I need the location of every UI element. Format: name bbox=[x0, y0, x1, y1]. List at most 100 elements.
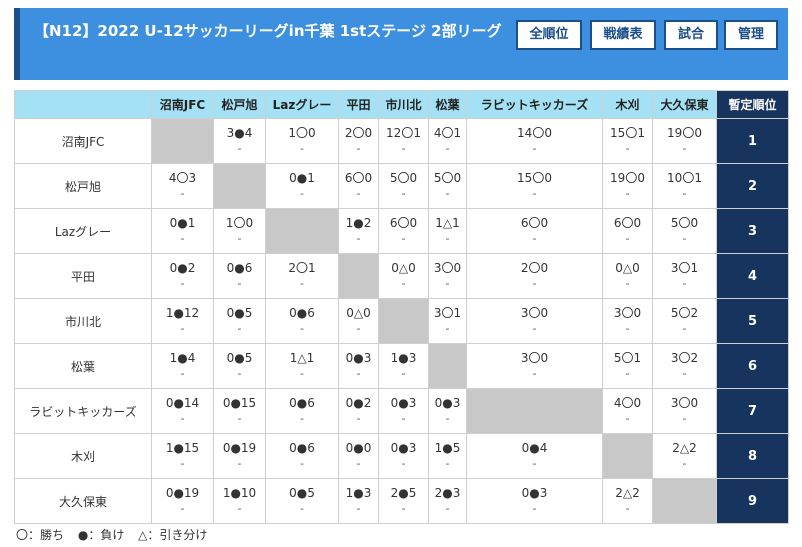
match-result-cell[interactable]: 1〇0 - bbox=[213, 208, 266, 254]
match-result-cell[interactable]: 0●0 - bbox=[338, 433, 379, 479]
match-result-cell[interactable]: 1●5 - bbox=[428, 433, 467, 479]
match-result-cell[interactable]: 3〇0 - bbox=[602, 298, 653, 344]
match-result-cell[interactable]: 0●6 - bbox=[213, 253, 266, 299]
match-score: 3〇0 bbox=[670, 396, 699, 410]
match-result-cell[interactable]: 0●6 - bbox=[265, 298, 339, 344]
match-detail: - bbox=[401, 277, 406, 290]
results-table-button[interactable]: 戦績表 bbox=[590, 20, 656, 50]
match-result-cell[interactable]: 0●2 - bbox=[338, 388, 379, 434]
match-result-cell[interactable]: 0●6 - bbox=[265, 388, 339, 434]
match-result-cell[interactable]: 0△0 - bbox=[378, 253, 429, 299]
match-result-cell[interactable]: 0●5 - bbox=[213, 343, 266, 389]
manage-button[interactable]: 管理 bbox=[724, 20, 778, 50]
match-result-cell[interactable]: 12〇1 - bbox=[378, 118, 429, 164]
match-score: 3〇0 bbox=[520, 351, 549, 365]
match-detail: - bbox=[532, 367, 537, 380]
match-result-cell[interactable]: 0●3 - bbox=[378, 433, 429, 479]
match-result-cell[interactable]: 1●3 - bbox=[338, 478, 379, 524]
match-result-cell[interactable]: 4〇0 - bbox=[602, 388, 653, 434]
team-name: 松戸旭 bbox=[14, 163, 152, 209]
match-detail: - bbox=[401, 457, 406, 470]
match-result-cell[interactable]: 0●19 - bbox=[213, 433, 266, 479]
match-score: 6〇0 bbox=[344, 171, 373, 185]
match-result-cell[interactable]: 2〇0 - bbox=[466, 253, 603, 299]
match-result-cell[interactable]: 2△2 - bbox=[652, 433, 717, 479]
match-detail: - bbox=[356, 322, 361, 335]
match-detail: - bbox=[532, 277, 537, 290]
match-result-cell[interactable]: 5〇1 - bbox=[602, 343, 653, 389]
match-result-cell[interactable]: 0●1 - bbox=[151, 208, 214, 254]
match-result-cell[interactable]: 1△1 - bbox=[428, 208, 467, 254]
match-result-cell[interactable]: 0△0 - bbox=[338, 298, 379, 344]
match-result-cell[interactable]: 2●5 - bbox=[378, 478, 429, 524]
match-detail: - bbox=[445, 457, 450, 470]
match-result-cell[interactable]: 3〇2 - bbox=[652, 343, 717, 389]
team-name: 松葉 bbox=[14, 343, 152, 389]
match-result-cell[interactable]: 0●4 - bbox=[466, 433, 603, 479]
match-result-cell[interactable]: 4〇1 - bbox=[428, 118, 467, 164]
match-result-cell[interactable]: 1●2 - bbox=[338, 208, 379, 254]
match-result-cell[interactable]: 0●5 - bbox=[265, 478, 339, 524]
match-result-cell[interactable]: 19〇0 - bbox=[652, 118, 717, 164]
matches-button[interactable]: 試合 bbox=[664, 20, 718, 50]
match-result-cell[interactable]: 5〇0 - bbox=[652, 208, 717, 254]
match-result-cell[interactable]: 0●3 - bbox=[428, 388, 467, 434]
legend: 〇：勝ち ●：負け △：引き分け bbox=[16, 526, 217, 543]
match-result-cell[interactable]: 15〇1 - bbox=[602, 118, 653, 164]
match-score: 1●2 bbox=[345, 216, 372, 230]
match-result-cell[interactable]: 2〇0 - bbox=[338, 118, 379, 164]
match-result-cell[interactable]: 0●6 - bbox=[265, 433, 339, 479]
match-detail: - bbox=[300, 142, 304, 155]
match-result-cell[interactable]: 6〇0 - bbox=[378, 208, 429, 254]
match-result-cell[interactable]: 0●14 - bbox=[151, 388, 214, 434]
match-result-cell[interactable]: 3〇0 - bbox=[466, 343, 603, 389]
match-result-cell[interactable]: 5〇2 - bbox=[652, 298, 717, 344]
match-result-cell[interactable]: 3●4 - bbox=[213, 118, 266, 164]
match-score: 1△1 bbox=[289, 351, 315, 365]
match-score: 6〇0 bbox=[389, 216, 418, 230]
match-result-cell[interactable]: 4〇3 - bbox=[151, 163, 214, 209]
match-result-cell[interactable]: 3〇0 - bbox=[428, 253, 467, 299]
match-result-cell[interactable]: 1●12 - bbox=[151, 298, 214, 344]
match-result-cell[interactable]: 0△0 - bbox=[602, 253, 653, 299]
match-result-cell[interactable]: 0●19 - bbox=[151, 478, 214, 524]
match-result-cell[interactable]: 3〇0 - bbox=[466, 298, 603, 344]
match-result-cell[interactable]: 15〇0 - bbox=[466, 163, 603, 209]
match-result-cell[interactable]: 1△1 - bbox=[265, 343, 339, 389]
match-result-cell[interactable]: 1〇0 - bbox=[265, 118, 339, 164]
match-result-cell[interactable]: 2●3 - bbox=[428, 478, 467, 524]
rank-cell: 9 bbox=[716, 478, 789, 524]
match-result-cell[interactable]: 0●15 - bbox=[213, 388, 266, 434]
match-result-cell[interactable]: 19〇0 - bbox=[602, 163, 653, 209]
match-result-cell[interactable]: 0●3 - bbox=[338, 343, 379, 389]
match-detail: - bbox=[237, 277, 242, 290]
match-result-cell[interactable]: 2△2 - bbox=[602, 478, 653, 524]
match-result-cell[interactable]: 0●2 - bbox=[151, 253, 214, 299]
match-result-cell[interactable]: 1●15 - bbox=[151, 433, 214, 479]
match-result-cell[interactable]: 1●3 - bbox=[378, 343, 429, 389]
match-result-cell[interactable]: 0●3 - bbox=[378, 388, 429, 434]
match-result-cell[interactable]: 6〇0 - bbox=[338, 163, 379, 209]
match-result-cell[interactable]: 1●4 - bbox=[151, 343, 214, 389]
match-result-cell[interactable]: 1●10 - bbox=[213, 478, 266, 524]
match-result-cell[interactable]: 3〇0 - bbox=[652, 388, 717, 434]
match-result-cell[interactable]: 0●1 - bbox=[265, 163, 339, 209]
match-detail: - bbox=[180, 277, 185, 290]
match-result-cell[interactable]: 0●3 - bbox=[466, 478, 603, 524]
match-result-cell[interactable]: 6〇0 - bbox=[466, 208, 603, 254]
match-result-cell[interactable]: 6〇0 - bbox=[602, 208, 653, 254]
column-header: 松戸旭 bbox=[213, 90, 266, 119]
header-row: 沼南JFC 松戸旭 Lazグレー 平田 市川北 松葉 ラビットキッカーズ 木刈 … bbox=[14, 90, 789, 119]
match-result-cell[interactable]: 5〇0 - bbox=[428, 163, 467, 209]
match-result-cell[interactable]: 0●5 - bbox=[213, 298, 266, 344]
match-result-cell[interactable]: 5〇0 - bbox=[378, 163, 429, 209]
match-score: 3〇1 bbox=[670, 261, 699, 275]
all-rankings-button[interactable]: 全順位 bbox=[516, 20, 582, 50]
match-result-cell[interactable]: 3〇1 - bbox=[428, 298, 467, 344]
match-result-cell[interactable]: 14〇0 - bbox=[466, 118, 603, 164]
match-result-cell[interactable]: 3〇1 - bbox=[652, 253, 717, 299]
match-result-cell[interactable]: 10〇1 - bbox=[652, 163, 717, 209]
match-detail: - bbox=[445, 142, 450, 155]
match-result-cell[interactable]: 2〇1 - bbox=[265, 253, 339, 299]
match-score: 0●1 bbox=[289, 171, 315, 185]
